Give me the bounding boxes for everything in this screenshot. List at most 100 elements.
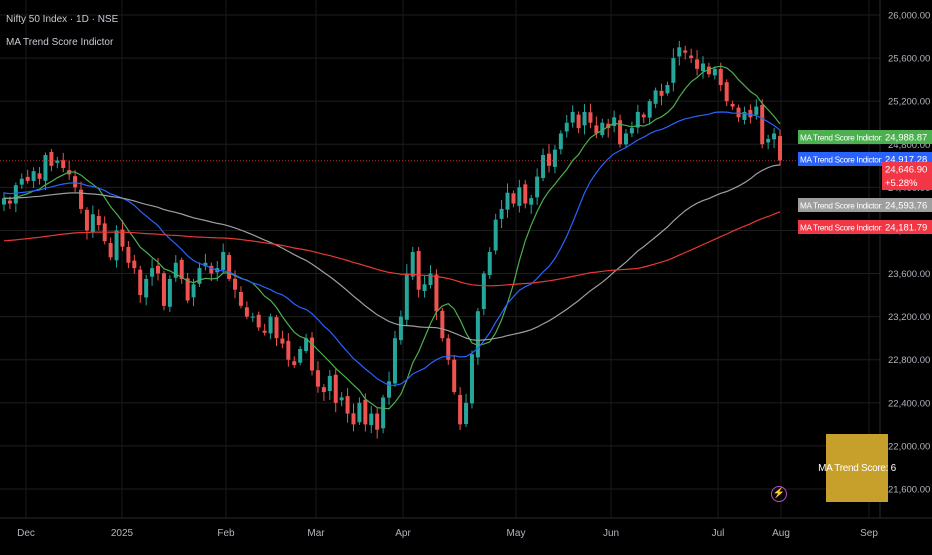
candle-body — [179, 259, 184, 279]
series-name-text: MA Trend Score Indictor:MA1 — [800, 134, 900, 143]
time-tick-label: Dec — [17, 528, 35, 539]
candle-body — [730, 103, 735, 107]
series-name-badge — [798, 220, 882, 234]
candle-body — [558, 133, 563, 150]
candle-body — [446, 338, 451, 360]
candle-body — [564, 122, 569, 132]
candle-body — [440, 310, 445, 339]
candle-body — [49, 152, 54, 166]
lightning-icon[interactable]: ⚡ — [771, 486, 787, 502]
candle-body — [712, 68, 717, 76]
time-tick-label: Aug — [772, 528, 790, 539]
candle-body — [724, 82, 729, 102]
candle-body — [262, 330, 267, 333]
price-value-text: 24,988.87 — [885, 133, 927, 144]
candle-body — [736, 107, 741, 118]
candle-body — [25, 176, 30, 181]
candle-body — [280, 338, 285, 344]
price-tick-label: 24,800.00 — [888, 140, 930, 151]
ma-lines — [3, 65, 781, 410]
candle-body — [505, 192, 510, 210]
candle-body — [772, 133, 777, 140]
candle-body — [570, 111, 575, 123]
candle-body — [292, 361, 297, 366]
candle-body — [392, 338, 397, 384]
candle-body — [683, 50, 688, 53]
candle-body — [760, 105, 765, 145]
candle-body — [55, 160, 60, 163]
candle-body — [233, 278, 238, 290]
candle-body — [203, 262, 208, 267]
candle-body — [357, 402, 362, 423]
candle-body — [333, 374, 338, 403]
series-name-text: MA Trend Score Indictor:MA3 — [800, 202, 900, 211]
candle-body — [582, 111, 587, 126]
price-value-badge — [882, 220, 932, 234]
symbol-title: Nifty 50 Index · 1D · NSE — [6, 14, 119, 25]
candle-body — [321, 387, 326, 393]
candle-body — [588, 112, 593, 123]
candle-body — [138, 269, 143, 296]
candle-body — [677, 47, 682, 57]
candle-body — [304, 338, 309, 351]
candle-body — [227, 254, 232, 279]
candle-body — [481, 273, 486, 309]
price-tick-label: 22,000.00 — [888, 441, 930, 452]
candle-body — [742, 111, 747, 120]
candle-body — [546, 153, 551, 166]
candle-body — [250, 316, 255, 318]
candle-body — [79, 189, 84, 209]
candle-body — [286, 340, 291, 360]
time-tick-label: Jul — [712, 528, 725, 539]
time-tick-label: Sep — [860, 528, 878, 539]
ma3-line — [3, 164, 781, 342]
price-value-badge — [882, 130, 932, 144]
candle-body — [576, 114, 581, 129]
candle-body — [629, 128, 634, 134]
indicator-title[interactable]: MA Trend Score Indictor — [6, 37, 114, 48]
series-name-badge — [798, 130, 882, 144]
candle-body — [695, 59, 700, 69]
time-tick-label: Feb — [217, 528, 235, 539]
candle-body — [612, 117, 617, 127]
candle-body — [458, 394, 463, 425]
trend-score-label: MA Trend Score: 6 — [818, 462, 896, 474]
candle-body — [274, 317, 279, 339]
price-tick-label: 21,600.00 — [888, 485, 930, 496]
candle-body — [132, 260, 137, 269]
candle-body — [185, 278, 190, 301]
candle-body — [659, 90, 664, 96]
candle-body — [529, 198, 534, 205]
candle-body — [144, 278, 149, 298]
candle-body — [647, 101, 652, 118]
time-tick-label: May — [507, 528, 526, 539]
time-tick-label: Jun — [603, 528, 619, 539]
candle-body — [487, 252, 492, 275]
candle-body — [221, 252, 226, 270]
candle-body — [511, 193, 516, 204]
ma4-line — [3, 211, 781, 287]
candle-body — [351, 413, 356, 425]
candle-body — [120, 229, 125, 247]
candle-body — [375, 413, 380, 430]
candle-body — [410, 252, 415, 277]
candle-body — [517, 187, 522, 206]
candle-body — [244, 307, 249, 317]
candle-body — [61, 160, 66, 168]
candles — [2, 40, 782, 439]
candle-body — [706, 66, 711, 75]
candle-body — [689, 55, 694, 59]
candle-body — [108, 243, 113, 258]
candle-body — [19, 178, 24, 185]
candle-body — [641, 114, 646, 118]
time-tick-label: Mar — [307, 528, 325, 539]
time-tick-label: Apr — [395, 528, 411, 539]
candle-body — [452, 359, 457, 393]
candle-body — [428, 273, 433, 285]
series-name-badge — [798, 152, 882, 166]
candle-body — [434, 274, 439, 312]
price-change-text: +5.28% — [885, 178, 918, 189]
